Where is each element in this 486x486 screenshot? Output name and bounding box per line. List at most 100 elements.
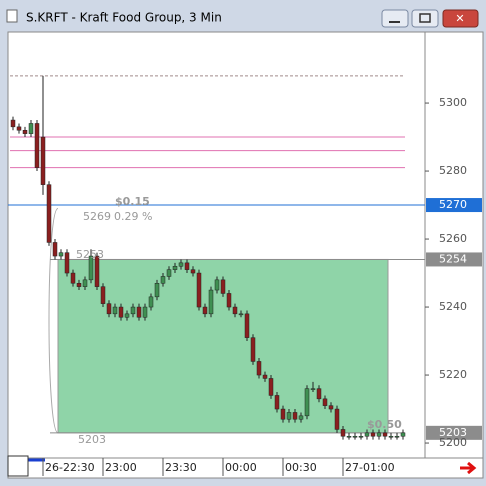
candle-body: [22, 130, 28, 134]
annotation: 5269: [83, 210, 111, 223]
candle-body: [142, 306, 148, 318]
marker-label: 5254: [439, 252, 467, 265]
candle-body: [388, 435, 394, 438]
candle-body: [40, 136, 46, 185]
x-tick-label: 27-01:00: [345, 461, 395, 474]
candle-body: [244, 313, 250, 338]
candle-body: [274, 395, 280, 410]
candle-body: [94, 255, 100, 287]
candle-body: [316, 388, 322, 400]
candle-body: [28, 123, 34, 134]
candle-body: [262, 374, 268, 379]
candle-body: [160, 276, 166, 284]
annotation: 5253: [76, 248, 104, 261]
candle-body: [280, 408, 286, 420]
candle-body: [310, 388, 316, 390]
candle-body: [340, 429, 346, 437]
x-tick-label: 00:30: [285, 461, 317, 474]
candle-body: [196, 272, 202, 308]
candle-body: [202, 306, 208, 315]
candle-body: [304, 388, 310, 417]
y-tick-label: 5220: [439, 368, 467, 381]
candle-body: [16, 126, 22, 131]
marker-box: [426, 198, 482, 213]
candle-body: [220, 279, 226, 294]
marker-label: 5270: [439, 198, 467, 211]
candle-body: [70, 272, 76, 284]
scroll-arrow[interactable]: [460, 461, 477, 475]
candle-body: [370, 432, 376, 437]
candle-body: [250, 337, 256, 362]
minimize-button[interactable]: [381, 9, 409, 28]
candle-body: [10, 119, 16, 128]
y-tick-label: 5280: [439, 164, 467, 177]
x-tick-label: 23:30: [165, 461, 197, 474]
candle-body: [178, 262, 184, 267]
candle-body: [88, 255, 94, 281]
candle-body: [82, 279, 88, 287]
candle-body: [166, 269, 172, 277]
candle-body: [346, 435, 352, 438]
candle-body: [52, 242, 58, 257]
candle-body: [232, 306, 238, 315]
corner-box[interactable]: [7, 455, 29, 477]
candle-body: [328, 405, 334, 410]
window-title: S.KRFT - Kraft Food Group, 3 Min: [26, 11, 222, 25]
range-bracket: [48, 207, 59, 434]
y-tick-label: 5260: [439, 232, 467, 245]
candle-body: [238, 313, 244, 316]
annotation: 0.29 %: [114, 210, 152, 223]
candle-body: [58, 252, 64, 257]
candle-body: [130, 306, 136, 315]
candle-body: [100, 286, 106, 304]
candle-body: [106, 303, 112, 315]
window-icon: [6, 9, 18, 23]
annotation: $0.50: [367, 418, 402, 431]
candle-body: [394, 435, 400, 438]
candle-body: [184, 262, 190, 270]
candle-body: [352, 435, 358, 438]
candle-body: [376, 432, 382, 437]
candle-body: [382, 432, 388, 437]
y-tick-label: 5200: [439, 436, 467, 449]
annotation: 5203: [78, 433, 106, 446]
candle-body: [256, 361, 262, 376]
price-axis: [424, 31, 484, 459]
candle-body: [364, 432, 370, 437]
candle-body: [112, 306, 118, 315]
candle-body: [136, 306, 142, 318]
candle-body: [214, 279, 220, 291]
candle-body: [400, 432, 406, 437]
candle-body: [124, 313, 130, 318]
y-tick-label: 5300: [439, 96, 467, 109]
candle-body: [34, 123, 40, 168]
x-tick-label: 26-22:30: [45, 461, 95, 474]
candle-body: [358, 435, 364, 438]
candle-body: [322, 398, 328, 406]
candle-body: [154, 282, 160, 298]
annotation: $0.15: [115, 195, 150, 208]
svg-text:✕: ✕: [455, 12, 464, 25]
candle-body: [172, 265, 178, 270]
y-tick-label: 5240: [439, 300, 467, 313]
candle-body: [334, 408, 340, 430]
candle-body: [298, 415, 304, 420]
candle-body: [190, 269, 196, 274]
candle-body: [226, 293, 232, 308]
x-tick-label: 23:00: [105, 461, 137, 474]
candle-body: [286, 412, 292, 420]
close-button[interactable]: [442, 9, 479, 28]
candle-body: [118, 306, 124, 318]
candle-body: [292, 412, 298, 420]
maximize-button[interactable]: [411, 9, 439, 28]
candle-body: [64, 252, 70, 274]
marker-label: 5203: [439, 426, 467, 439]
x-tick-label: 00:00: [225, 461, 257, 474]
marker-box: [426, 252, 482, 267]
marker-box: [426, 425, 482, 440]
candle-body: [148, 296, 154, 308]
candle-body: [208, 289, 214, 315]
candle-body: [268, 378, 274, 396]
candle-body: [46, 184, 52, 243]
